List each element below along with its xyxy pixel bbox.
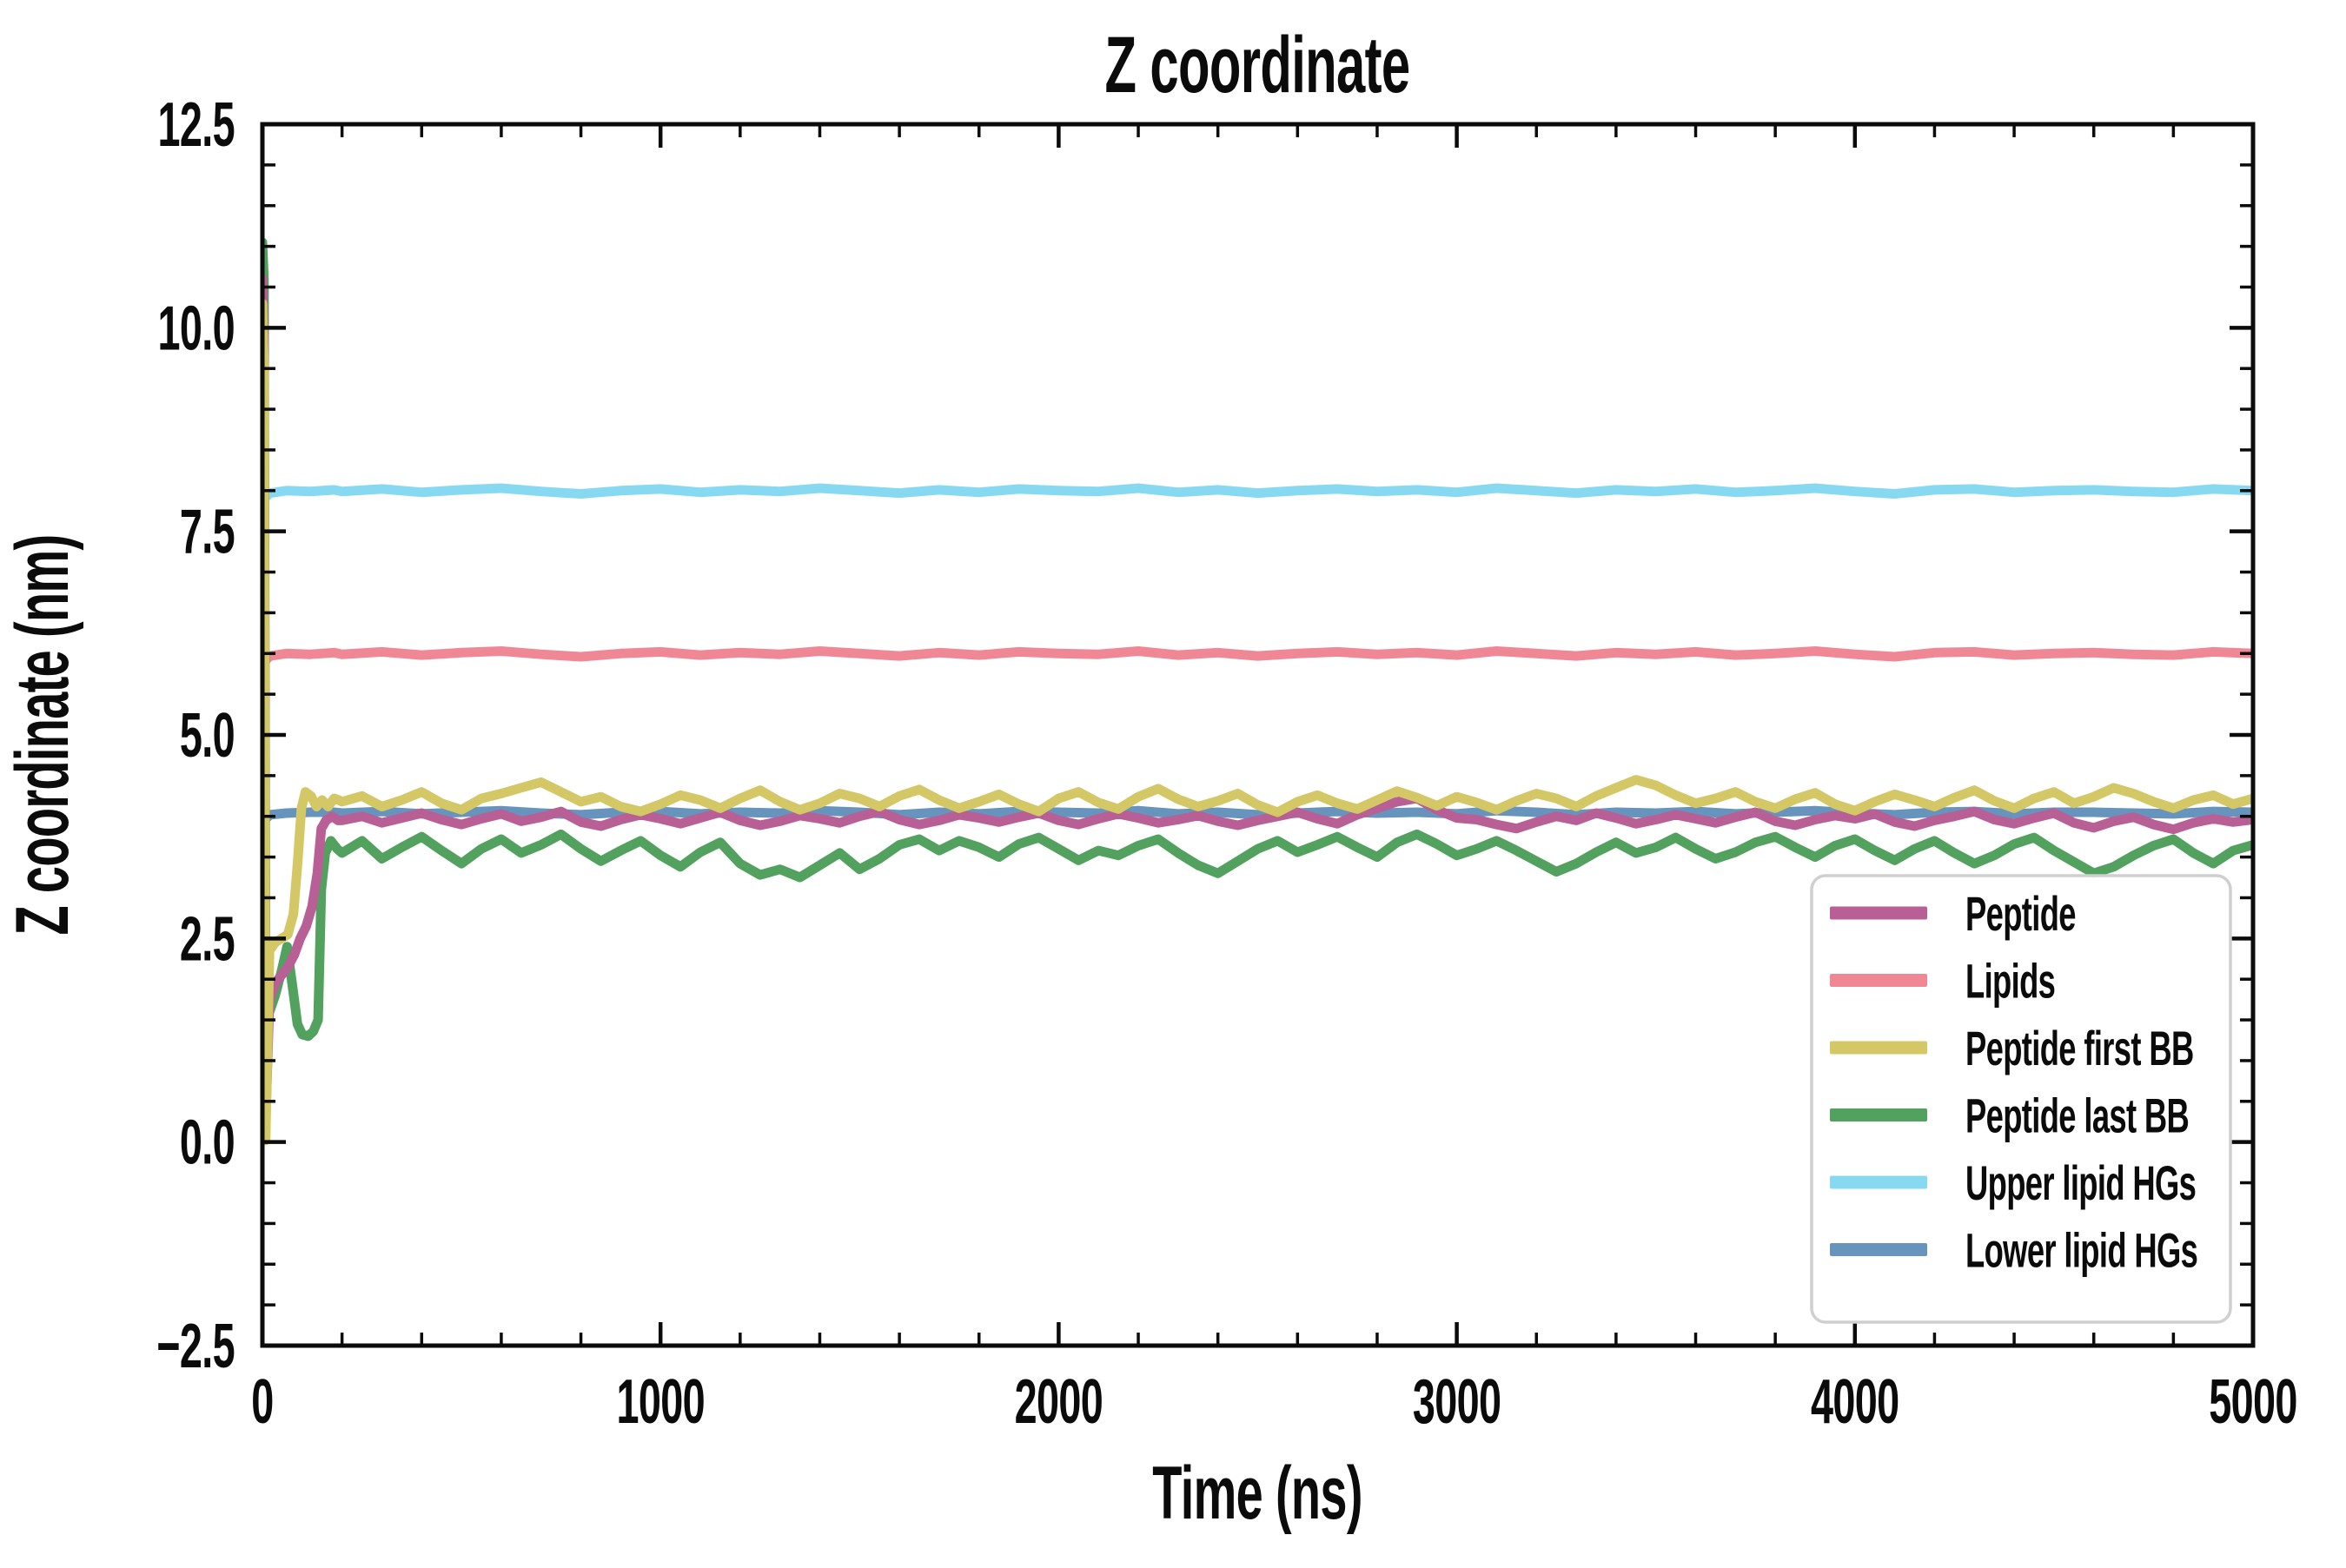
x-tick-label: 5000 [2209,1366,2297,1437]
y-tick-label: 5.0 [180,700,235,771]
x-tick-label: 4000 [1811,1366,1899,1437]
y-axis-label: Z coordinate (nm) [1,535,84,936]
x-tick-label: 1000 [616,1366,705,1437]
legend-label-lower-lipid-hgs: Lower lipid HGs [1965,1224,2197,1279]
legend-swatch-peptide [1830,906,1927,920]
legend-label-lipids: Lipids [1965,955,2055,1009]
legend: Peptide Lipids Peptide first BB Peptide las… [1810,874,2232,1324]
x-axis-label: Time (ns) [1152,1452,1362,1535]
x-tick-label: 2000 [1015,1366,1103,1437]
legend-swatch-peptide-last-bb [1830,1108,1927,1121]
series-line-lipids [262,646,2253,677]
series-lines [262,237,2253,1146]
legend-label-upper-lipid-hgs: Upper lipid HGs [1965,1156,2196,1211]
y-tick-label: 10.0 [158,293,235,363]
x-tick-label: 3000 [1413,1366,1501,1437]
chart-title: Z coordinate [1105,21,1410,109]
legend-label-peptide-last-bb: Peptide last BB [1965,1089,2189,1144]
y-tick-label: 2.5 [180,903,235,974]
legend-label-peptide: Peptide [1965,887,2076,942]
legend-swatch-peptide-first-bb [1830,1041,1927,1055]
legend-swatch-lower-lipid-hgs [1830,1243,1927,1256]
series-line-upper-lipid-hgs [262,483,2253,512]
y-tick-label: 12.5 [158,89,235,160]
legend-swatch-upper-lipid-hgs [1830,1175,1927,1189]
legend-box [1810,874,2232,1324]
tick-labels: 0 1000 2000 3000 4000 5000 −2.5 0.0 2.5 5.0 7.5 10.… [156,89,2297,1437]
series-line-peptide-first-bb [262,298,2253,1146]
legend-swatch-lipids [1830,974,1927,987]
series-line-peptide [262,274,2253,1127]
plot-spines [260,122,2256,1348]
x-tick-label: 0 [251,1366,273,1437]
y-tick-label: 0.0 [180,1107,235,1177]
y-tick-label: 7.5 [180,496,235,566]
series-line-peptide-last-bb [262,237,2253,1042]
y-tick-label: −2.5 [156,1311,235,1381]
legend-label-peptide-first-bb: Peptide first BB [1965,1022,2194,1076]
